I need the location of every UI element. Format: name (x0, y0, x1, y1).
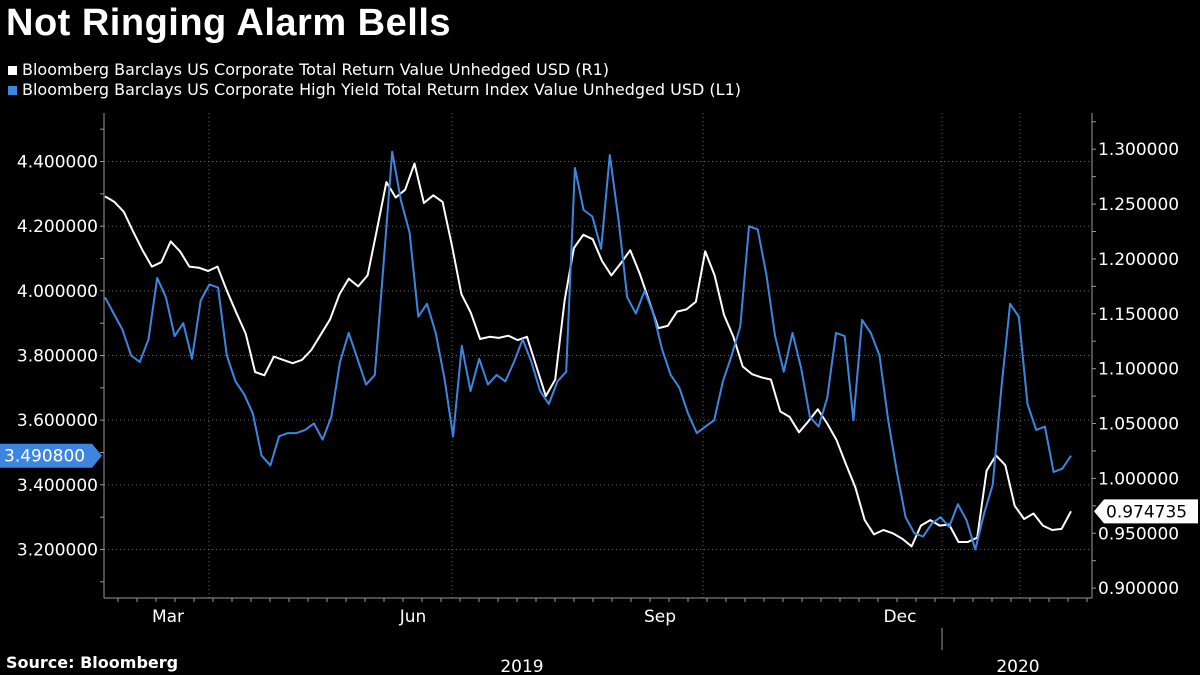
right-axis-tick-label: 1.250000 (1098, 195, 1179, 215)
right-axis-tick-label: 1.000000 (1098, 469, 1179, 489)
source-note: Source: Bloomberg (6, 653, 179, 672)
left-axis-tick-label: 3.800000 (17, 347, 98, 367)
legend-item-high-yield: Bloomberg Barclays US Corporate High Yie… (8, 80, 741, 100)
x-month-label: Dec (884, 607, 917, 627)
right-axis-tick-label: 1.150000 (1098, 305, 1179, 325)
legend-swatch-blue (8, 85, 17, 95)
chart-title: Not Ringing Alarm Bells (6, 2, 452, 44)
x-month-label: Jun (399, 607, 427, 627)
right-axis-tick-label: 1.200000 (1098, 250, 1179, 270)
legend-item-corporate: Bloomberg Barclays US Corporate Total Re… (8, 60, 741, 80)
right-axis-tick-label: 1.100000 (1098, 360, 1179, 380)
right-axis-tick-label: 0.950000 (1098, 524, 1179, 544)
left-last-value-tag (0, 443, 102, 468)
x-month-label: Sep (644, 607, 676, 627)
legend-label-corporate: Bloomberg Barclays US Corporate Total Re… (22, 60, 610, 79)
x-year-label: 2019 (500, 657, 543, 675)
left-axis-tick-label: 4.400000 (17, 153, 98, 173)
x-year-label: 2020 (996, 657, 1039, 675)
legend-swatch-white (8, 65, 17, 75)
legend: Bloomberg Barclays US Corporate Total Re… (8, 60, 741, 100)
left-axis-tick-label: 4.200000 (17, 217, 98, 237)
legend-label-high-yield: Bloomberg Barclays US Corporate High Yie… (22, 80, 742, 99)
left-axis-tick-label: 3.600000 (17, 411, 98, 431)
right-axis-tick-label: 1.050000 (1098, 415, 1179, 435)
left-axis-tick-label: 3.400000 (17, 476, 98, 496)
right-axis-tick-label: 0.900000 (1098, 579, 1179, 599)
right-last-value-label: 0.974735 (1106, 502, 1187, 522)
left-axis-tick-label: 3.200000 (17, 541, 98, 561)
right-last-value-tag (1094, 499, 1198, 524)
series-line-high-yield (104, 150, 1072, 551)
left-last-value-label: 3.490800 (4, 447, 85, 467)
series-line-corporate (104, 162, 1072, 548)
right-axis-tick-label: 1.300000 (1098, 140, 1179, 160)
left-axis-tick-label: 4.000000 (17, 282, 98, 302)
x-month-label: Mar (152, 607, 184, 627)
